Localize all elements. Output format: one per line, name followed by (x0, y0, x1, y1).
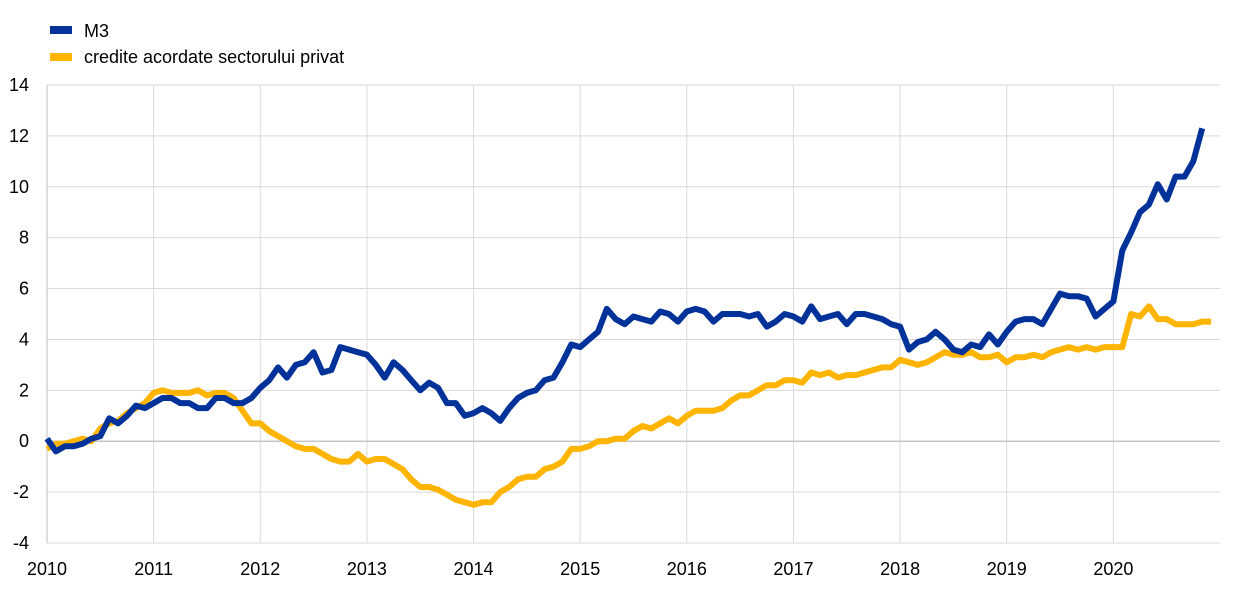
y-tick-label: 6 (19, 279, 29, 299)
y-tick-label: 0 (19, 431, 29, 451)
y-tick-label: 4 (19, 329, 29, 349)
y-tick-label: 14 (9, 75, 29, 95)
x-tick-label: 2017 (773, 559, 813, 579)
legend-swatch-m3 (50, 26, 72, 34)
x-tick-label: 2012 (240, 559, 280, 579)
series-line-m3 (44, 127, 1206, 455)
y-tick-label: -2 (13, 482, 29, 502)
x-tick-label: 2020 (1093, 559, 1133, 579)
gridlines (47, 84, 1220, 544)
series-line-private-credit (45, 303, 1212, 508)
legend: M3 credite acordate sectorului privat (50, 21, 344, 67)
y-tick-label: 2 (19, 380, 29, 400)
x-tick-label: 2018 (880, 559, 920, 579)
x-tick-label: 2016 (667, 559, 707, 579)
x-tick-label: 2015 (560, 559, 600, 579)
x-tick-label: 2011 (134, 559, 173, 579)
y-tick-label: -4 (13, 533, 29, 553)
y-tick-label: 10 (9, 177, 29, 197)
legend-swatch-private-credit (50, 53, 72, 61)
x-tick-label: 2019 (987, 559, 1027, 579)
series-lines (44, 127, 1212, 508)
x-axis-tick-labels: 2010 2011 2012 2013 2014 2015 2016 2017 2018 2019… (27, 559, 1133, 579)
x-tick-label: 2010 (27, 559, 67, 579)
legend-label-private-credit: credite acordate sectorului privat (84, 47, 344, 67)
axes (46, 85, 1220, 543)
x-tick-label: 2013 (347, 559, 387, 579)
legend-label-m3: M3 (84, 21, 109, 41)
x-tick-label: 2014 (454, 559, 494, 579)
y-axis-tick-labels: -4 -2 0 2 4 6 8 10 12 14 (9, 75, 29, 553)
y-tick-label: 8 (19, 228, 29, 248)
y-tick-label: 12 (9, 126, 29, 146)
